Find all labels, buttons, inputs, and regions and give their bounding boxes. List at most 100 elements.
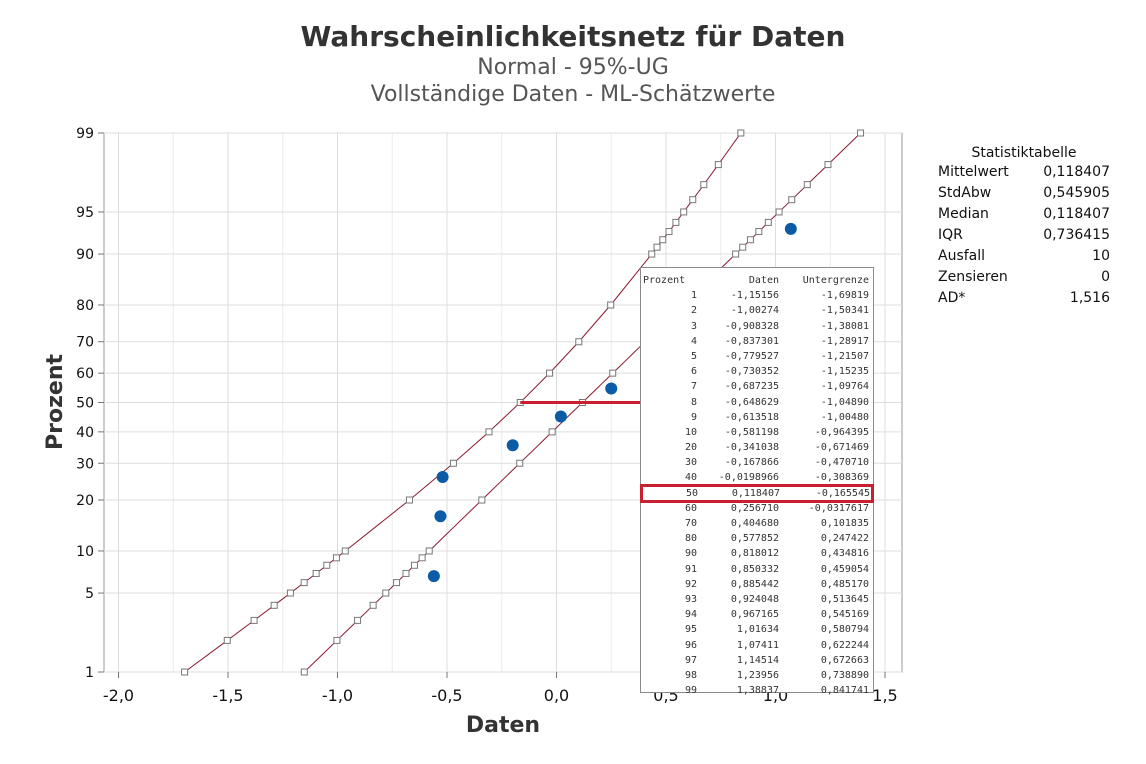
statistics-rows: Mittelwert 0,118407 StdAbw 0,545905 Median 0,… — [938, 162, 1110, 309]
percent-cell: 4 — [690, 335, 697, 347]
daten-cell: 0,967165 — [730, 609, 779, 621]
data-point — [434, 510, 447, 523]
statistics-label: Median — [938, 206, 989, 222]
untergrenze-cell: -0,0317617 — [808, 502, 869, 514]
untergrenze-cell: -1,04890 — [820, 396, 869, 408]
percentile-table-row: 6 -0,730352 -1,15235 — [641, 364, 873, 379]
lower-bound-marker — [181, 668, 189, 676]
percent-cell: 70 — [684, 518, 697, 529]
fit-line-marker — [516, 459, 524, 467]
untergrenze-cell: 0,247422 — [820, 533, 869, 545]
untergrenze-cell: Untergrenze — [802, 275, 869, 286]
untergrenze-cell: 0,841741 — [820, 685, 869, 697]
y-tick-label: 5 — [85, 586, 94, 602]
percentile-table-row: 20 -0,341038 -0,671469 — [641, 440, 873, 455]
daten-cell: -0,730352 — [724, 366, 779, 378]
percent-cell: 93 — [684, 593, 697, 605]
percentile-table-row: 94 0,967165 0,545169 — [641, 607, 873, 622]
fit-line-marker — [369, 601, 377, 609]
daten-cell: -0,908328 — [724, 320, 779, 332]
lower-bound-marker — [700, 181, 708, 189]
percentile-table-row: 5 -0,779527 -1,21507 — [641, 349, 873, 364]
fit-line-marker — [548, 428, 556, 436]
fit-line-marker — [803, 181, 811, 189]
lower-bound-marker — [659, 236, 667, 244]
statistics-row: Median 0,118407 — [938, 204, 1110, 225]
untergrenze-cell: 0,672663 — [820, 654, 869, 666]
daten-cell: 0,118407 — [731, 487, 780, 499]
fit-line-marker — [764, 218, 772, 226]
daten-cell: -0,167866 — [724, 457, 779, 469]
percent-cell: 9 — [690, 411, 697, 423]
lower-bound-marker — [312, 569, 320, 577]
y-tick-labels: 1 5 10 20 30 40 50 60 70 80 90 95 99 — [76, 126, 104, 681]
y-tick-label: 10 — [76, 544, 94, 560]
percentile-table-row: 10 -0,581198 -0,964395 — [641, 425, 873, 440]
statistics-value: 10 — [1092, 248, 1110, 264]
x-axis-title: Daten — [466, 713, 540, 738]
fit-line-marker — [425, 547, 433, 555]
untergrenze-cell: -0,470710 — [814, 457, 869, 469]
statistics-table: Statistiktabelle Mittelwert 0,118407 StdAb… — [938, 145, 1110, 309]
percentile-table-row: 1 -1,15156 -1,69819 — [641, 288, 873, 303]
untergrenze-cell: 0,485170 — [820, 578, 869, 590]
percent-cell: 91 — [684, 563, 697, 575]
x-tick-label: 1,5 — [872, 686, 897, 705]
lower-bound-marker — [405, 496, 413, 504]
statistics-table-title: Statistiktabelle — [971, 145, 1077, 161]
percentile-table-row: 98 1,23956 0,738890 — [641, 668, 873, 683]
percent-cell: 98 — [684, 669, 697, 681]
statistics-value: 0,736415 — [1043, 227, 1110, 243]
x-tick-label: 0,0 — [544, 686, 569, 705]
percentile-table-row: 95 1,01634 0,580794 — [641, 622, 873, 637]
y-tick-label: 70 — [76, 335, 94, 351]
y-tick-label: 80 — [76, 298, 94, 314]
statistics-value: 1,516 — [1069, 290, 1110, 306]
chart-subtitle-2: Vollständige Daten - ML-Schätzwerte — [371, 82, 776, 107]
percent-cell: 6 — [690, 366, 697, 378]
percentile-table-row: 3 -0,908328 -1,38081 — [641, 319, 873, 334]
percentile-table-row: 92 0,885442 0,485170 — [641, 577, 873, 592]
percentile-table-row: 30 -0,167866 -0,470710 — [641, 455, 873, 470]
x-tick-label: -0,5 — [431, 686, 462, 705]
untergrenze-cell: 0,580794 — [820, 624, 869, 636]
y-tick-label: 99 — [76, 126, 94, 142]
statistics-value: 0,118407 — [1043, 206, 1110, 222]
daten-cell: 1,14514 — [736, 654, 779, 666]
percentile-table-row: 96 1,07411 0,622244 — [641, 638, 873, 653]
lower-bound-marker — [607, 301, 615, 309]
untergrenze-cell: -1,00480 — [820, 411, 869, 423]
lower-bound-marker — [575, 338, 583, 346]
y-axis-title: Prozent — [43, 354, 68, 450]
data-point — [506, 439, 519, 452]
untergrenze-cell: 0,459054 — [820, 563, 869, 575]
percent-cell: 97 — [684, 654, 697, 666]
statistics-row: StdAbw 0,545905 — [938, 183, 1110, 204]
fit-line-marker — [410, 561, 418, 569]
statistics-label: Zensieren — [938, 269, 1008, 285]
untergrenze-cell: 0,738890 — [820, 669, 869, 681]
untergrenze-cell: -1,50341 — [820, 305, 869, 317]
fit-line-marker — [300, 668, 308, 676]
daten-cell: 0,256710 — [730, 502, 779, 514]
y-tick-label: 30 — [76, 456, 94, 472]
fit-line-marker — [788, 196, 796, 204]
daten-cell: 0,885442 — [730, 578, 779, 590]
lower-bound-marker — [737, 129, 745, 137]
percent-cell: 2 — [690, 305, 697, 317]
percent-cell: 30 — [684, 457, 697, 469]
daten-cell: -0,837301 — [724, 335, 779, 347]
percent-cell: 60 — [684, 502, 697, 514]
percent-cell: 7 — [690, 381, 697, 393]
lower-bound-marker — [672, 218, 680, 226]
untergrenze-cell: 0,622244 — [820, 639, 869, 651]
daten-cell: -0,648629 — [724, 396, 779, 408]
y-tick-label: 90 — [76, 247, 94, 263]
untergrenze-cell: 0,545169 — [820, 609, 869, 621]
data-point — [605, 382, 618, 395]
statistics-value: 0,545905 — [1043, 185, 1110, 201]
fit-line-marker — [393, 579, 401, 587]
statistics-label: AD* — [938, 290, 966, 306]
fit-line-marker — [824, 161, 832, 169]
y-tick-label: 60 — [76, 366, 94, 382]
